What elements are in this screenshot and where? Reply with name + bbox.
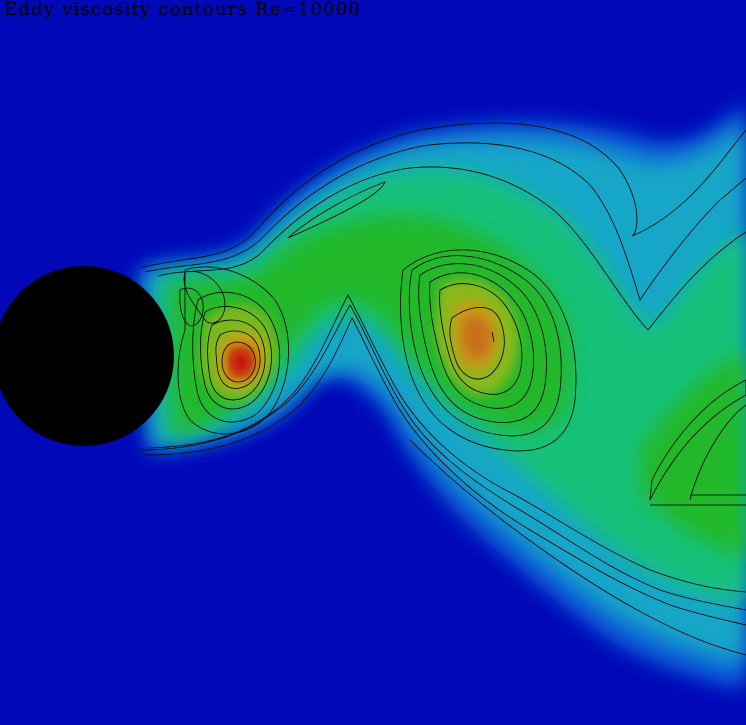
plot-title: Eddy viscosity contours Re=10000 bbox=[4, 0, 361, 20]
contour-lines bbox=[139, 122, 746, 656]
cylinder bbox=[0, 266, 174, 446]
